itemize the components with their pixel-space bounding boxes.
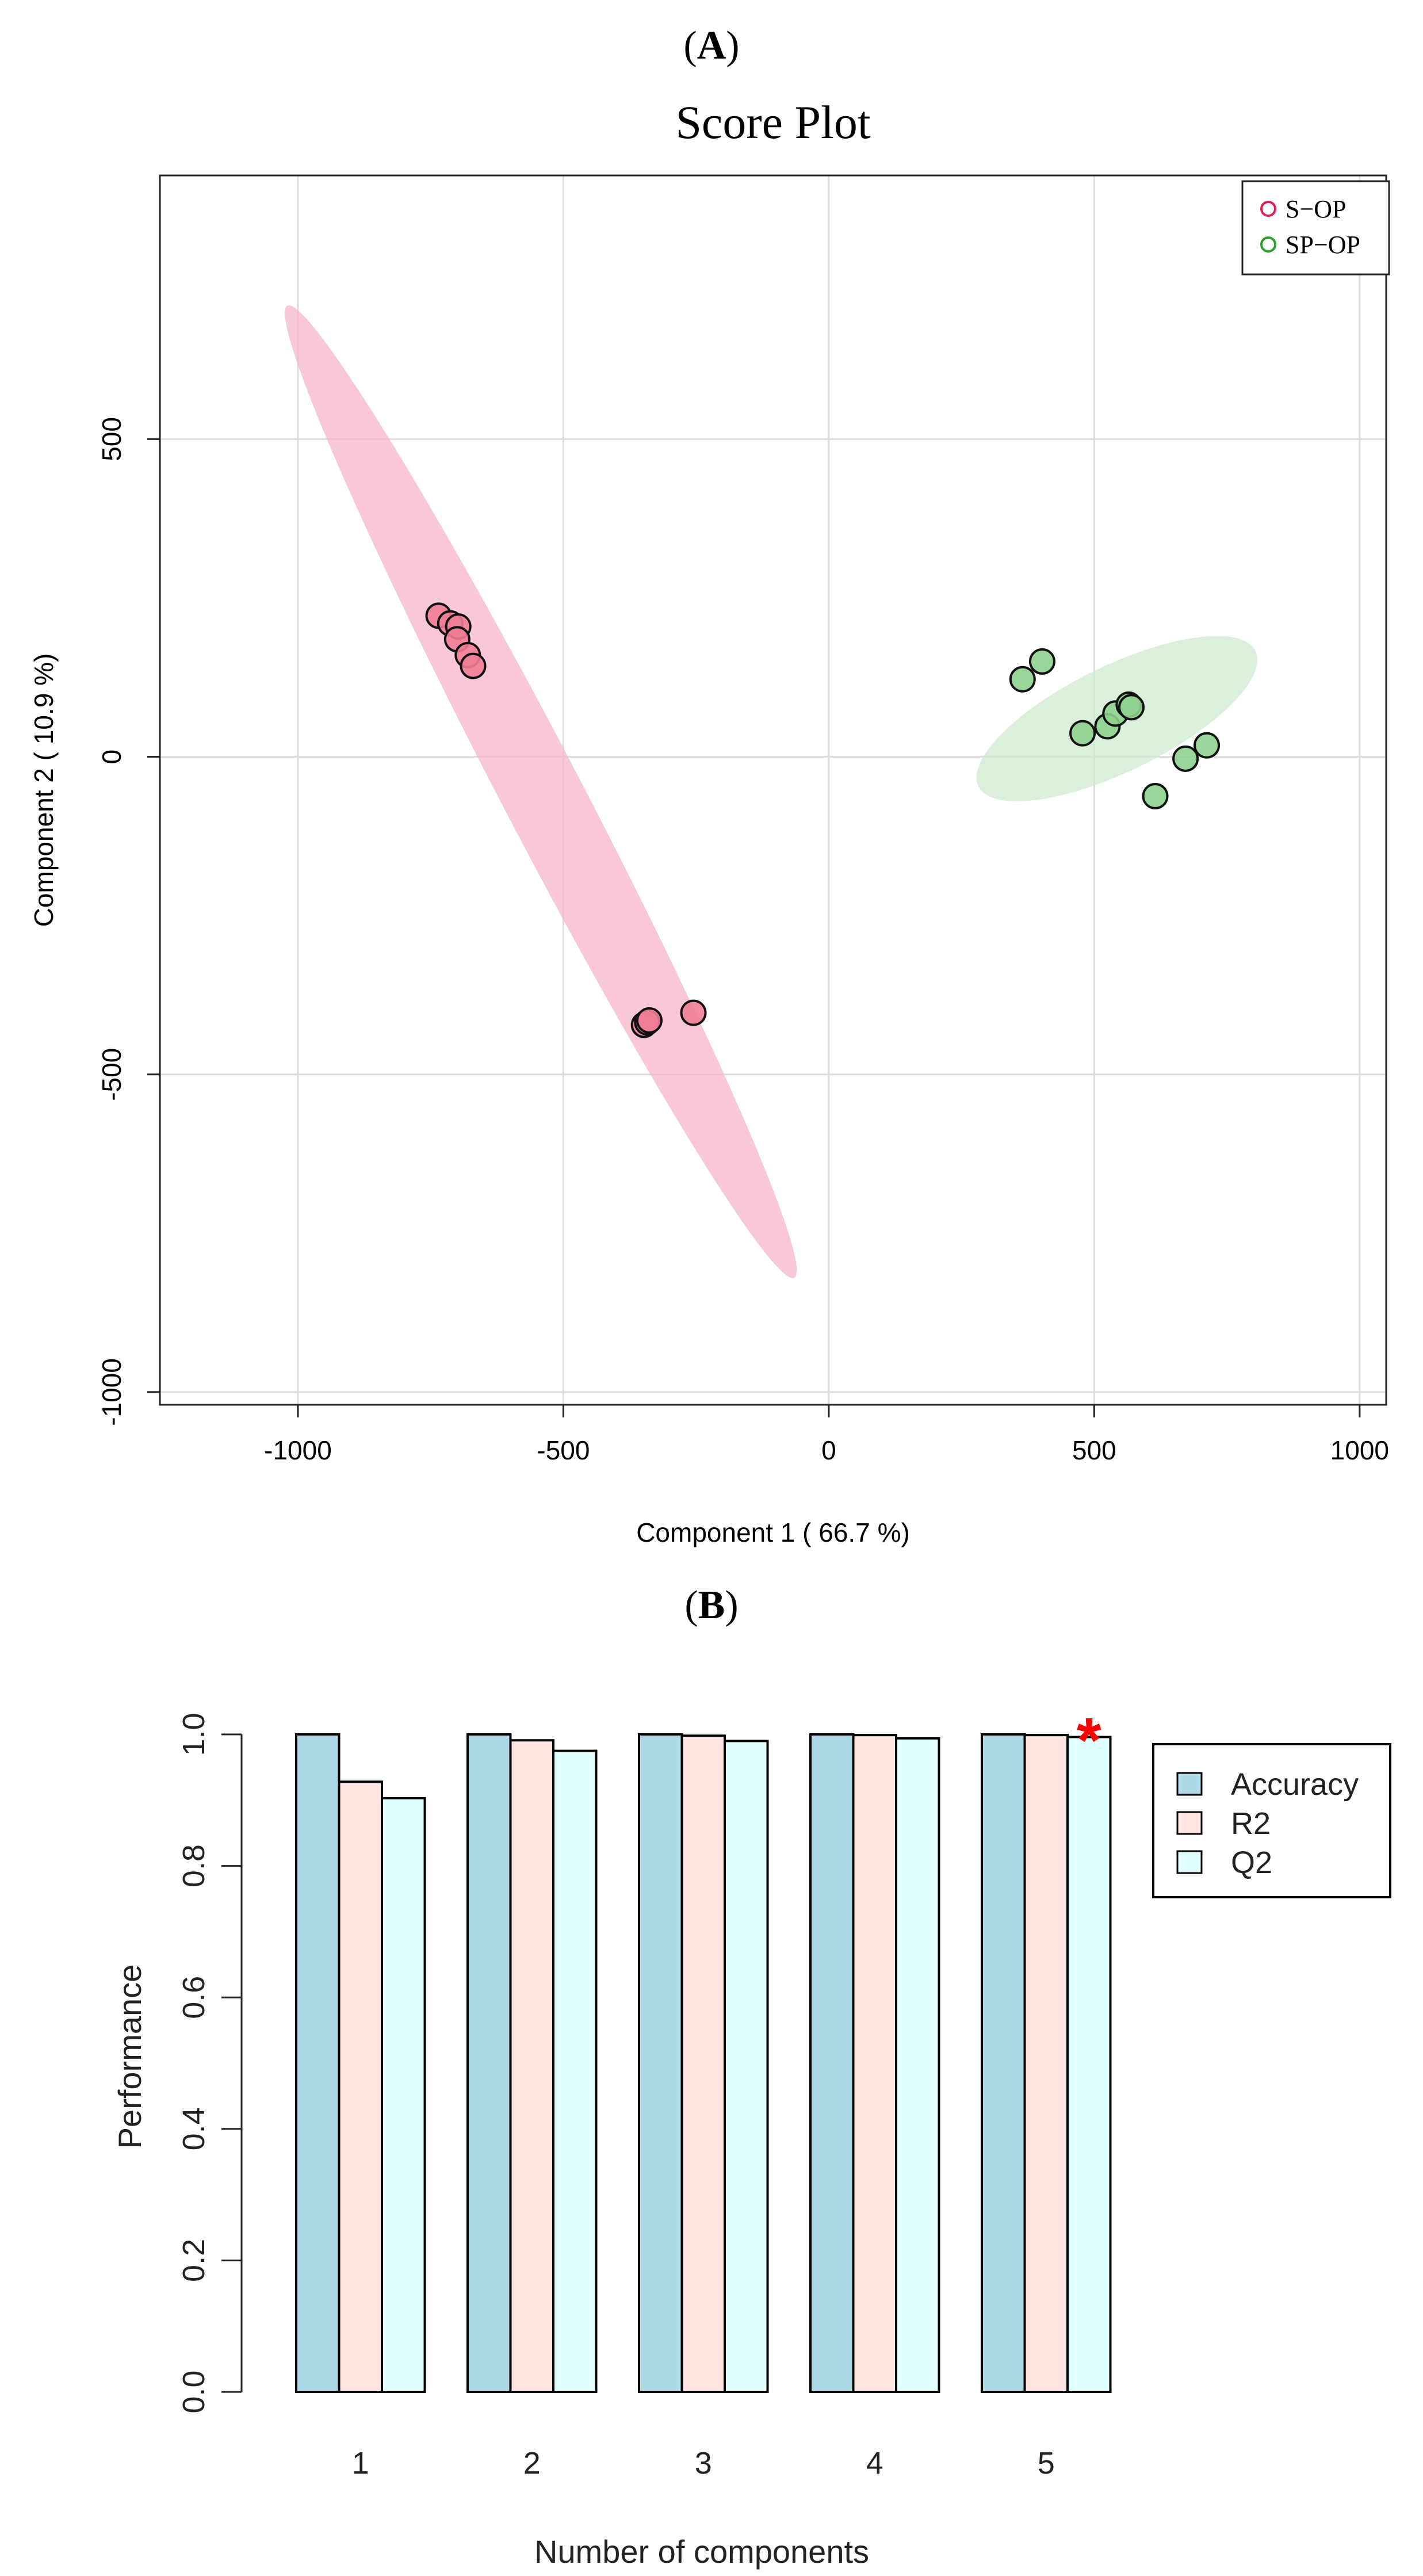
bar-accuracy	[466, 1733, 512, 2393]
optimal-marker: *	[1077, 1705, 1101, 1776]
data-point-sp-op	[1194, 732, 1221, 759]
legend-marker	[1260, 236, 1276, 253]
x-tick-label: -1000	[264, 1435, 332, 1465]
confidence-ellipse-s-op	[285, 305, 797, 1278]
data-point-sp-op	[1009, 666, 1036, 693]
y-tick-label: -1000	[97, 1358, 127, 1426]
y-tick-label: 0	[97, 750, 127, 765]
bar-r2	[509, 1739, 554, 2394]
x-axis-label: Number of components	[534, 2533, 869, 2570]
y-tick-label: 0.0	[177, 2370, 211, 2413]
x-axis-label: Component 1 ( 66.7 %)	[636, 1518, 910, 1547]
data-point-s-op	[636, 1007, 663, 1034]
data-point-sp-op	[1069, 720, 1096, 747]
bar-r2	[852, 1734, 897, 2394]
y-tick-label: 500	[97, 417, 127, 461]
x-tick-label: 500	[1072, 1435, 1116, 1465]
x-tick-label: 4	[866, 2446, 883, 2481]
panel-a-label: (A)	[683, 24, 739, 68]
legend-label: S−OP	[1286, 195, 1347, 223]
legend-label: Q2	[1231, 1845, 1272, 1880]
y-tick-label: 0.6	[177, 1976, 211, 2019]
y-tick-label: 0.4	[177, 2107, 211, 2150]
y-tick-label: 0.2	[177, 2239, 211, 2282]
legend-swatch	[1176, 1850, 1203, 1874]
x-tick-label: 3	[695, 2446, 712, 2481]
y-tick-label: -500	[97, 1048, 127, 1101]
bar-q2	[1066, 1736, 1112, 2393]
x-tick-label: 0	[821, 1435, 836, 1465]
bar-q2	[552, 1749, 598, 2393]
chart-title: Score Plot	[675, 96, 871, 148]
data-point-sp-op	[1142, 782, 1169, 809]
bar-accuracy	[638, 1733, 683, 2393]
x-tick-label: 1000	[1330, 1435, 1389, 1465]
legend-swatch	[1176, 1772, 1203, 1796]
x-tick-label: -500	[537, 1435, 590, 1465]
bar-q2	[381, 1797, 426, 2394]
legend-marker	[1260, 201, 1276, 217]
y-tick-label: 1.0	[177, 1713, 211, 1756]
legend-label: SP−OP	[1286, 231, 1360, 259]
bar-accuracy	[809, 1733, 855, 2393]
bar-q2	[895, 1737, 940, 2393]
x-tick-label: 5	[1038, 2446, 1055, 2481]
data-point-s-op	[680, 999, 707, 1026]
bar-r2	[680, 1734, 726, 2393]
bar-r2	[338, 1780, 383, 2393]
legend-label: R2	[1231, 1806, 1271, 1841]
data-point-sp-op	[1118, 694, 1145, 721]
legend-swatch	[1176, 1811, 1203, 1835]
x-tick-label: 2	[523, 2446, 541, 2481]
panel-b-label: (B)	[684, 1583, 738, 1627]
y-axis-label: Component 2 ( 10.9 %)	[29, 653, 59, 927]
plot-frame	[159, 174, 1387, 1406]
bar-r2	[1023, 1734, 1069, 2394]
legend-box	[1241, 180, 1390, 276]
legend-label: Accuracy	[1231, 1767, 1359, 1802]
data-point-s-op	[460, 652, 487, 679]
x-tick-label: 1	[352, 2446, 369, 2481]
bar-q2	[724, 1740, 769, 2393]
bar-accuracy	[295, 1733, 341, 2393]
bar-accuracy	[981, 1733, 1026, 2393]
y-axis-label: Performance	[112, 1965, 148, 2149]
score-plot: Score Plot -1000 -500 0 500 1000 -1000 -500 0 500…	[29, 96, 1390, 1547]
y-tick-label: 0.8	[177, 1844, 211, 1887]
data-point-sp-op	[1172, 745, 1199, 772]
data-point-sp-op	[1028, 648, 1055, 675]
performance-bar-chart: 1 2 3 4 5 * 0.0 0.2 0.4 0.6 0.8 1.0 Number of compon…	[112, 1705, 1391, 2570]
